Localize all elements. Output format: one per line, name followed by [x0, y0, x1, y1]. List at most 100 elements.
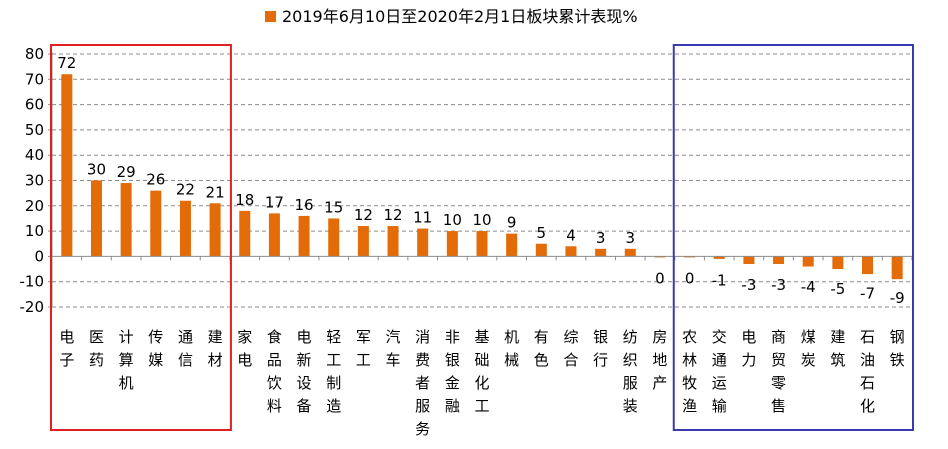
- category-label: 医药: [89, 328, 104, 369]
- category-label: 轻工制造: [326, 328, 341, 415]
- legend-label: 2019年6月10日至2020年2月1日板块累计表现%: [282, 7, 638, 26]
- data-label: -4: [801, 278, 816, 296]
- bars: [61, 74, 903, 280]
- y-tick-label: 0: [34, 247, 44, 265]
- data-label: 9: [507, 214, 517, 232]
- category-label: 非银金融: [445, 328, 460, 415]
- bar: [624, 248, 636, 257]
- bar: [328, 218, 340, 257]
- y-axis-ticks: -20 -10 0 10 20 30 40 50 60 70 80: [20, 45, 45, 316]
- bar: [446, 231, 458, 257]
- data-label: 3: [626, 229, 636, 247]
- category-label: 房地产: [652, 328, 667, 392]
- bar: [891, 256, 903, 280]
- bar: [209, 203, 221, 257]
- category-label: 家电: [237, 328, 252, 369]
- data-label: 5: [537, 224, 547, 242]
- category-label: 银行: [593, 328, 608, 369]
- category-label: 食品饮料: [267, 328, 282, 415]
- category-label: 综合: [563, 328, 578, 369]
- bar: [239, 210, 251, 257]
- category-label: 石油石化: [860, 328, 875, 415]
- y-tick-label: -10: [20, 273, 45, 291]
- y-tick-label: 60: [25, 96, 44, 114]
- bar: [476, 231, 488, 257]
- data-label: 4: [566, 226, 576, 244]
- category-label: 传媒: [148, 328, 163, 369]
- category-labels: 电子医药计算机传媒通信建材家电食品饮料电新设备轻工制造军工汽车消费者服务非银金融…: [59, 328, 904, 438]
- data-label: 30: [87, 161, 106, 179]
- axes: [48, 52, 913, 308]
- legend: 2019年6月10日至2020年2月1日板块累计表现%: [265, 7, 638, 26]
- y-tick-label: 50: [25, 121, 44, 139]
- bar: [298, 215, 310, 257]
- data-label: 10: [472, 211, 491, 229]
- category-label: 基础化工: [474, 328, 489, 415]
- data-label: 16: [295, 196, 314, 214]
- gridlines: [52, 53, 912, 308]
- category-label: 汽车: [386, 328, 401, 369]
- bar: [802, 256, 814, 267]
- category-label: 电子: [59, 328, 74, 369]
- data-label: 18: [235, 191, 254, 209]
- bar: [743, 256, 755, 264]
- category-label: 通信: [178, 328, 193, 369]
- category-label: 计算机: [119, 328, 134, 392]
- data-label: -1: [712, 272, 727, 290]
- y-tick-label: -20: [20, 298, 45, 316]
- bar: [179, 200, 191, 257]
- bar: [506, 233, 518, 257]
- category-label: 纺织服装: [623, 328, 638, 415]
- y-tick-label: 80: [25, 45, 44, 63]
- data-label: 26: [146, 171, 165, 189]
- category-label: 煤炭: [801, 328, 816, 369]
- data-label: 0: [655, 269, 665, 287]
- category-label: 消费者服务: [415, 328, 430, 438]
- y-tick-label: 30: [25, 172, 44, 190]
- data-label: 12: [354, 206, 373, 224]
- category-label: 有色: [534, 328, 549, 369]
- bar: [357, 226, 369, 257]
- category-label: 钢铁: [890, 328, 905, 369]
- data-label: 12: [383, 206, 402, 224]
- highlight-boxes: [50, 44, 914, 431]
- category-label: 农林牧渔: [682, 328, 697, 415]
- category-label: 电力: [741, 328, 756, 369]
- data-label: 3: [596, 229, 606, 247]
- data-label: -7: [860, 284, 875, 302]
- data-label: 72: [57, 54, 76, 72]
- y-tick-label: 70: [25, 70, 44, 88]
- bar: [150, 190, 162, 257]
- bar: [268, 213, 280, 257]
- highlight-box: [672, 44, 914, 431]
- bar: [832, 256, 844, 270]
- bar: [713, 256, 725, 259]
- category-label: 建筑: [830, 328, 845, 369]
- y-tick-label: 40: [25, 146, 44, 164]
- category-label: 商贸零售: [771, 328, 786, 415]
- bar: [417, 228, 429, 257]
- bar: [120, 183, 132, 257]
- bar: [387, 226, 399, 257]
- category-label: 军工: [356, 328, 371, 369]
- data-label: -9: [890, 289, 905, 307]
- data-label: 17: [265, 193, 284, 211]
- bar: [773, 256, 785, 264]
- category-label: 机械: [504, 328, 519, 369]
- data-label: -5: [830, 280, 845, 298]
- data-label: 15: [324, 198, 343, 216]
- data-label: -3: [741, 276, 756, 294]
- category-label: 电新设备: [297, 328, 312, 415]
- data-label: 11: [413, 209, 432, 227]
- y-tick-label: 20: [25, 197, 44, 215]
- bar: [535, 243, 547, 257]
- category-label: 建材: [208, 328, 223, 369]
- data-label: 0: [685, 269, 695, 287]
- data-label: 10: [443, 211, 462, 229]
- y-tick-label: 10: [25, 222, 44, 240]
- category-label: 交通运输: [712, 328, 727, 415]
- data-label: -3: [771, 276, 786, 294]
- bar: [565, 246, 577, 257]
